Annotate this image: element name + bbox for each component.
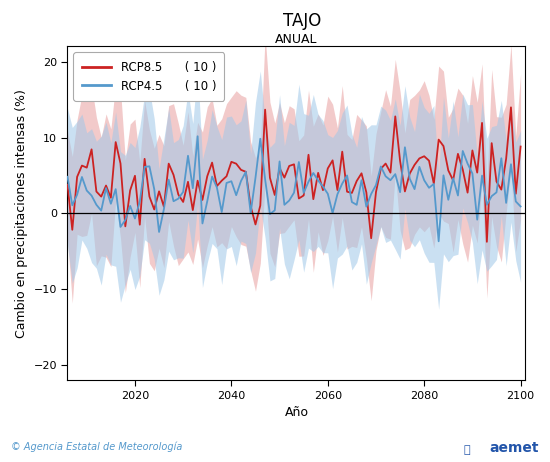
Text: aemet: aemet	[490, 441, 539, 455]
Text: 🐦: 🐦	[464, 445, 470, 455]
Title: ANUAL: ANUAL	[275, 33, 318, 47]
Legend: RCP8.5      ( 10 ), RCP4.5      ( 10 ): RCP8.5 ( 10 ), RCP4.5 ( 10 )	[73, 52, 224, 101]
Text: © Agencia Estatal de Meteorología: © Agencia Estatal de Meteorología	[11, 441, 183, 452]
Y-axis label: Cambio en precipitaciones intensas (%): Cambio en precipitaciones intensas (%)	[15, 89, 28, 338]
X-axis label: Año: Año	[284, 406, 309, 419]
Text: TAJO: TAJO	[283, 12, 322, 30]
